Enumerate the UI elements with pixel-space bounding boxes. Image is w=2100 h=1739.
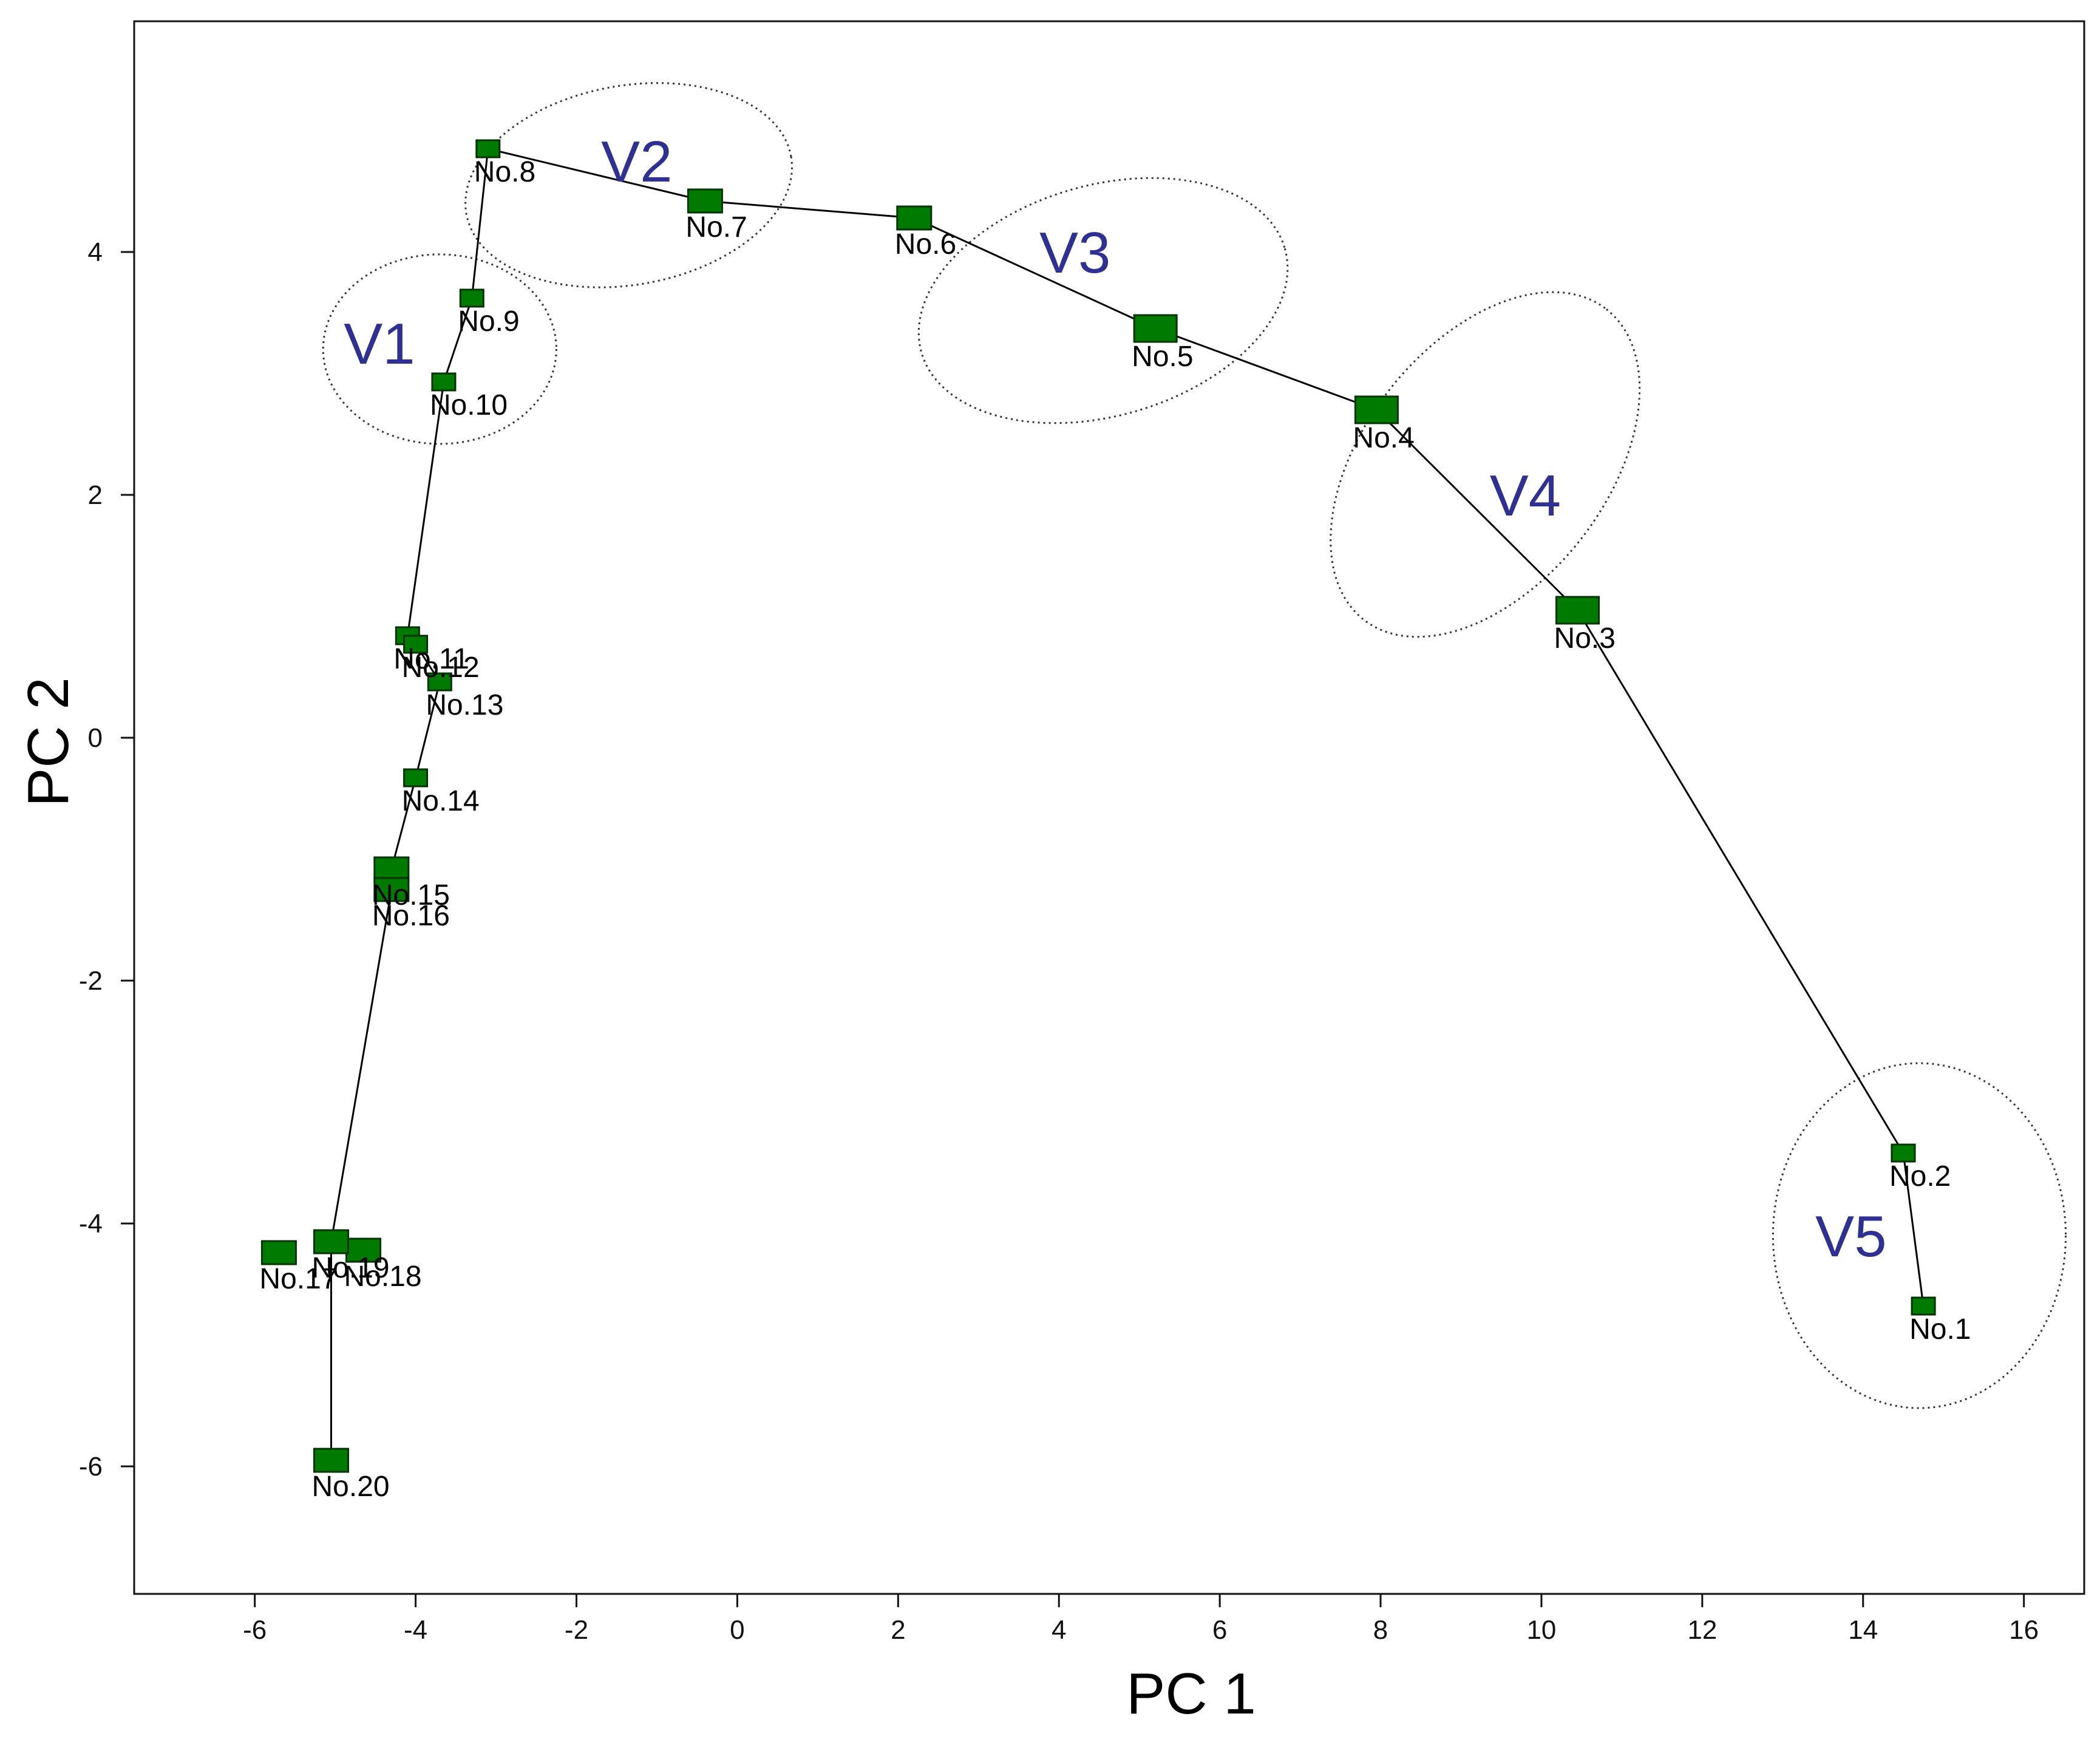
group-label-v1: V1 [344,311,415,376]
point-label-no-3: No.3 [1554,622,1616,655]
marker-no-17 [260,1240,297,1265]
point-label-no-13: No.13 [426,689,503,721]
point-label-no-7: No.7 [685,211,747,243]
marker-no-16 [373,877,410,902]
marker-no-9 [459,288,484,308]
x-tick-label: -6 [243,1615,267,1645]
group-ellipse-v1 [322,253,557,445]
point-label-no-18: No.18 [344,1261,421,1293]
x-tick-label: 0 [730,1615,744,1645]
marker-no-5 [1133,314,1178,343]
x-tick-label: 12 [1687,1615,1717,1645]
point-label-no-2: No.2 [1889,1160,1951,1193]
point-label-no-19: No.19 [312,1252,390,1284]
y-tick-label: -4 [79,1209,103,1239]
group-labels: V1 V2 V3 V4 V5 [344,129,1886,1269]
marker-no-15 [373,856,410,882]
point-label-no-17: No.17 [259,1263,337,1295]
trajectory-lines [330,148,1925,1460]
x-tick-label: 8 [1373,1615,1388,1645]
x-tick-label: -4 [404,1615,427,1645]
x-tick-label: 2 [891,1615,905,1645]
group-label-v5: V5 [1815,1204,1886,1269]
marker-no-12 [403,635,429,654]
y-tick-label: -2 [79,966,103,996]
x-tick-label: -2 [565,1615,588,1645]
group-ellipse-v3 [917,177,1289,424]
marker-no-4 [1354,395,1399,424]
marker-no-7 [687,188,723,214]
point-label-no-14: No.14 [402,785,480,817]
group-ellipse-v4 [1330,291,1641,638]
trajectory-line [330,148,1925,1460]
marker-no-6 [896,205,933,231]
point-labels: No.1 No.2 No.3 No.4 No.5 No.6 No.7 No.8 No.9 No.1… [259,156,1971,1503]
point-label-no-15: No.15 [372,879,450,911]
marker-no-8 [475,139,501,158]
y-axis-ticks: -6 -4 -2 0 2 4 [79,237,134,1482]
group-ellipse-v2 [464,82,793,288]
y-axis-title: PC 2 [16,677,81,806]
y-tick-label: 4 [88,237,103,267]
y-tick-label: 0 [88,723,103,753]
x-tick-label: 14 [1848,1615,1878,1645]
marker-no-2 [1891,1143,1916,1163]
point-label-no-8: No.8 [474,156,535,188]
y-tick-label: -6 [79,1452,103,1482]
marker-no-14 [403,768,429,788]
marker-no-13 [427,672,452,692]
x-tick-label: 4 [1052,1615,1066,1645]
marker-no-3 [1555,596,1600,625]
marker-no-18 [345,1237,381,1263]
marker-no-1 [1911,1296,1936,1316]
group-ellipses [322,82,2067,1409]
marker-no-10 [431,372,457,392]
point-label-no-4: No.4 [1353,422,1414,454]
plot-frame [133,20,2085,1595]
group-label-v2: V2 [601,129,672,194]
x-axis-ticks: -6 -4 -2 0 2 4 6 8 10 12 14 16 [243,1594,2039,1645]
point-label-no-11: No.11 [393,643,469,675]
point-label-no-12: No.12 [402,652,480,684]
point-label-no-6: No.6 [895,228,956,260]
x-axis-title: PC 1 [1126,1661,1256,1726]
point-label-no-16: No.16 [372,900,450,932]
point-label-no-1: No.1 [1909,1313,1971,1346]
point-label-no-5: No.5 [1132,341,1193,373]
group-ellipse-v5 [1772,1062,2067,1409]
x-tick-label: 6 [1212,1615,1227,1645]
point-label-no-9: No.9 [458,305,519,338]
x-tick-label: 16 [2009,1615,2039,1645]
y-tick-label: 2 [88,480,103,510]
x-tick-label: 10 [1526,1615,1556,1645]
group-label-v3: V3 [1039,220,1110,285]
marker-no-19 [313,1229,350,1254]
point-label-no-10: No.10 [430,389,508,421]
point-label-no-20: No.20 [312,1471,390,1503]
marker-no-20 [313,1448,350,1473]
group-label-v4: V4 [1490,463,1561,528]
data-markers [260,139,1936,1473]
